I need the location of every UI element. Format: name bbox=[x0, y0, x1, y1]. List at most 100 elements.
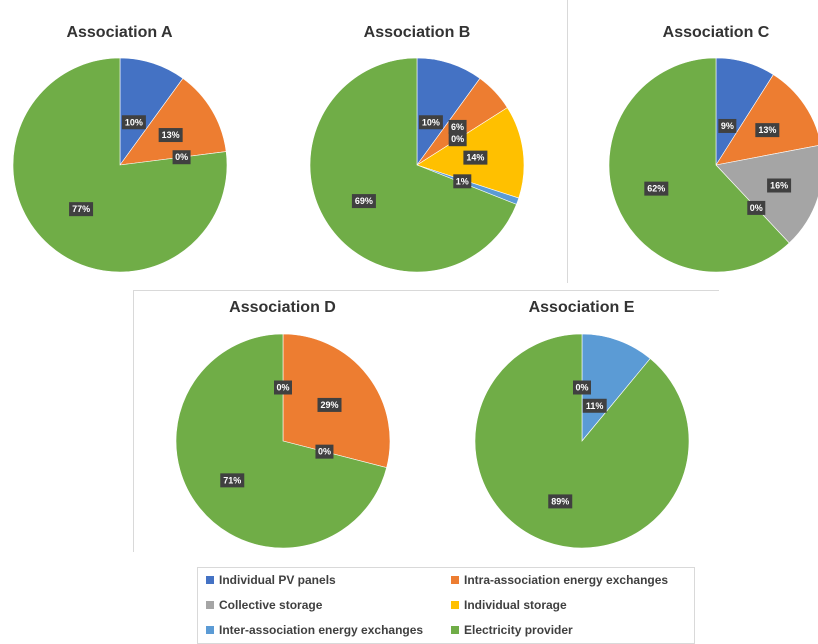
data-label-text: 10% bbox=[125, 117, 143, 127]
pie-svg: 10% 6% 0%14% 1% 69% bbox=[309, 57, 525, 273]
data-label-text: 0% bbox=[575, 383, 588, 393]
legend-swatch bbox=[451, 601, 459, 609]
data-label: 0% bbox=[274, 380, 292, 395]
chart-title: Association E bbox=[528, 299, 635, 316]
pie-svg: 0% 29% 0% 71% bbox=[175, 333, 391, 549]
data-label-box bbox=[453, 174, 472, 189]
panel-divider bbox=[567, 0, 568, 283]
data-label: 0% bbox=[573, 380, 591, 395]
data-label-box bbox=[644, 181, 669, 196]
data-label: 0% bbox=[448, 132, 467, 147]
data-label-box bbox=[274, 380, 292, 395]
data-label-box bbox=[158, 128, 183, 143]
data-label: 16% bbox=[767, 178, 792, 193]
legend-swatch bbox=[206, 576, 214, 584]
legend-item-individual-storage: Individual storage bbox=[451, 598, 567, 612]
pie-chart-association-e: Association E 0% 11% 89% bbox=[474, 295, 690, 565]
pie-slice-intra-association-energy-exchanges bbox=[715, 74, 818, 166]
data-label-text: 29% bbox=[320, 400, 338, 410]
data-label-box bbox=[573, 380, 591, 395]
pie-svg: 0% 11% 89% bbox=[474, 333, 690, 549]
data-label: 10% bbox=[418, 115, 443, 130]
data-label: 14% bbox=[463, 150, 488, 165]
pie-svg: 10% 13% 0% 77% bbox=[12, 57, 228, 273]
data-label: 11% bbox=[582, 398, 607, 413]
data-label-box bbox=[220, 473, 245, 488]
legend-swatch bbox=[206, 601, 214, 609]
data-label: 71% bbox=[220, 473, 245, 488]
legend-item-collective-storage: Collective storage bbox=[206, 598, 322, 612]
data-label: 0% bbox=[172, 150, 191, 165]
pie-svg: 9% 13% 16% 0% 62% bbox=[608, 57, 818, 273]
data-label-box bbox=[172, 150, 191, 165]
data-label-text: 16% bbox=[770, 181, 788, 191]
pie-chart-association-c: Association C 9% 13% 16% 0% 62% bbox=[608, 14, 818, 284]
legend-swatch bbox=[206, 626, 214, 634]
panel-divider bbox=[133, 290, 719, 291]
data-label: 77% bbox=[69, 202, 94, 217]
data-label-box bbox=[418, 115, 443, 130]
legend-item-inter-association-energy-exchanges: Inter-association energy exchanges bbox=[206, 623, 423, 637]
data-label-box bbox=[755, 123, 780, 138]
chart-title: Association C bbox=[662, 24, 770, 41]
data-label-box bbox=[121, 115, 146, 130]
data-label-text: 13% bbox=[758, 125, 776, 135]
data-label-text: 11% bbox=[586, 401, 604, 411]
data-label: 13% bbox=[158, 128, 183, 143]
legend-item-electricity-provider: Electricity provider bbox=[451, 623, 573, 637]
legend-label: Intra-association energy exchanges bbox=[464, 573, 669, 587]
data-label-box bbox=[351, 194, 376, 209]
data-label: 69% bbox=[351, 194, 376, 209]
data-label-text: 71% bbox=[223, 475, 241, 485]
chart-title: Association A bbox=[66, 24, 173, 41]
data-label-text: 10% bbox=[422, 117, 440, 127]
data-label-text: 0% bbox=[276, 383, 289, 393]
legend-swatch bbox=[451, 626, 459, 634]
data-label-text: 0% bbox=[175, 152, 188, 162]
data-label: 10% bbox=[121, 115, 146, 130]
legend-item-intra-association-energy-exchanges: Intra-association energy exchanges bbox=[451, 573, 668, 587]
legend-label: Inter-association energy exchanges bbox=[219, 623, 424, 637]
data-label-box bbox=[317, 397, 342, 412]
data-label-text: 1% bbox=[456, 176, 469, 186]
data-label-text: 77% bbox=[72, 204, 90, 214]
data-label-box bbox=[582, 398, 607, 413]
data-label: 9% bbox=[718, 118, 737, 133]
data-label-box bbox=[718, 118, 737, 133]
data-label-box bbox=[747, 200, 766, 215]
pie-slice-electricity-provider bbox=[608, 57, 790, 273]
pie-slice-electricity-provider bbox=[175, 333, 388, 549]
pie-slice-electricity-provider bbox=[309, 57, 517, 273]
data-label-text: 14% bbox=[466, 153, 484, 163]
chart-title: Association B bbox=[363, 24, 471, 41]
data-label-box bbox=[463, 150, 488, 165]
legend-swatch bbox=[451, 576, 459, 584]
pie-slice-intra-association-energy-exchanges bbox=[119, 78, 227, 166]
data-label: 89% bbox=[548, 494, 573, 509]
pie-chart-association-d: Association D 0% 29% 0% 71% bbox=[175, 295, 391, 565]
data-label-text: 6% bbox=[451, 122, 464, 132]
pie-chart-association-b: Association B 10% 6% 0% 14% 1% 69% bbox=[309, 14, 525, 284]
legend-label: Electricity provider bbox=[464, 623, 573, 637]
data-label-text: 0% bbox=[451, 134, 464, 144]
data-label-box bbox=[448, 119, 467, 134]
data-label: 62% bbox=[644, 181, 669, 196]
data-label-box bbox=[448, 132, 467, 147]
pie-slice-electricity-provider bbox=[474, 333, 690, 549]
data-label-text: 69% bbox=[355, 196, 373, 206]
legend: Individual PV panels Intra-association en… bbox=[197, 567, 695, 644]
data-label-text: 62% bbox=[647, 184, 665, 194]
chart-title: Association D bbox=[229, 299, 336, 316]
data-label: 6% bbox=[448, 119, 467, 134]
data-label: 29% bbox=[317, 397, 342, 412]
legend-label: Individual storage bbox=[464, 598, 567, 612]
pie-slice-inter-association-energy-exchanges bbox=[581, 333, 651, 442]
data-label-text: 89% bbox=[551, 496, 569, 506]
data-label-box bbox=[315, 444, 334, 459]
data-label: 1% bbox=[453, 174, 472, 189]
pie-chart-association-a: Association A 10% 13% 0% 77% bbox=[12, 14, 228, 284]
data-label: 0% bbox=[315, 444, 334, 459]
data-label: 13% bbox=[755, 123, 780, 138]
data-label-box bbox=[767, 178, 792, 193]
